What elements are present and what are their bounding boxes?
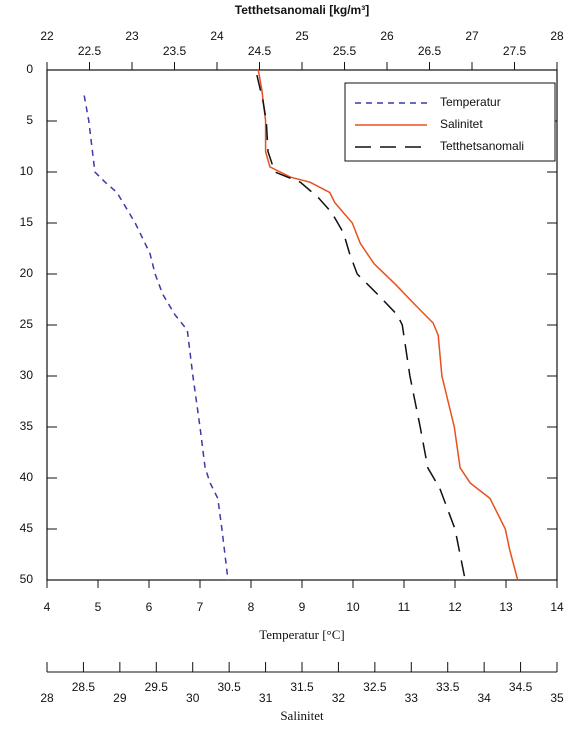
x-tick-label: 5 xyxy=(95,600,102,614)
salinity-tick-label: 34 xyxy=(477,691,491,705)
top-tick-label: 22.5 xyxy=(78,44,102,58)
y-tick-label: 40 xyxy=(20,470,34,484)
y-tick-label: 10 xyxy=(20,164,34,178)
salinity-tick-label: 29.5 xyxy=(145,680,169,694)
top-tick-label: 28 xyxy=(550,29,564,43)
salinity-tick-label: 31.5 xyxy=(290,680,314,694)
top-tick-label: 24 xyxy=(210,29,224,43)
salinity-tick-label: 28 xyxy=(40,691,54,705)
x-tick-label: 9 xyxy=(299,600,306,614)
y-tick-label: 25 xyxy=(20,317,34,331)
top-tick-label: 23.5 xyxy=(163,44,187,58)
legend-label: Temperatur xyxy=(440,95,501,109)
top-axis-title: Tetthetsanomali [kg/m³] xyxy=(235,3,369,17)
x-tick-label: 13 xyxy=(499,600,513,614)
y-tick-label: 45 xyxy=(20,521,34,535)
salinity-tick-label: 30.5 xyxy=(217,680,241,694)
salinity-tick-label: 31 xyxy=(259,691,273,705)
series-line xyxy=(256,74,466,581)
x-tick-label: 6 xyxy=(146,600,153,614)
salinity-tick-label: 29 xyxy=(113,691,127,705)
y-tick-label: 0 xyxy=(26,62,33,76)
top-tick-label: 27.5 xyxy=(503,44,527,58)
top-tick-label: 23 xyxy=(125,29,139,43)
x-tick-label: 12 xyxy=(448,600,462,614)
legend-label: Tetthetsanomali xyxy=(440,139,524,153)
y-tick-label: 15 xyxy=(20,215,34,229)
top-tick-label: 25.5 xyxy=(333,44,357,58)
x-tick-label: 10 xyxy=(346,600,360,614)
x-tick-label: 14 xyxy=(550,600,564,614)
top-tick-label: 27 xyxy=(465,29,479,43)
top-tick-label: 24.5 xyxy=(248,44,272,58)
y-tick-label: 50 xyxy=(20,572,34,586)
x-tick-label: 11 xyxy=(398,600,411,614)
y-tick-label: 5 xyxy=(26,113,33,127)
x-tick-label: 8 xyxy=(248,600,255,614)
legend-box xyxy=(344,82,556,162)
x-axis-title: Temperatur [°C] xyxy=(259,627,345,642)
legend-label: Salinitet xyxy=(440,117,483,131)
x-tick-label: 7 xyxy=(197,600,204,614)
salinity-tick-label: 33 xyxy=(405,691,419,705)
top-tick-label: 22 xyxy=(40,29,54,43)
salinity-axis-title: Salinitet xyxy=(280,708,324,723)
series-line xyxy=(257,69,519,581)
x-tick-label: 4 xyxy=(44,600,51,614)
y-tick-label: 35 xyxy=(20,419,34,433)
series-line xyxy=(83,95,229,581)
y-tick-label: 30 xyxy=(20,368,34,382)
salinity-tick-label: 28.5 xyxy=(72,680,96,694)
y-tick-label: 20 xyxy=(20,266,34,280)
salinity-tick-label: 33.5 xyxy=(436,680,460,694)
salinity-tick-label: 30 xyxy=(186,691,200,705)
top-tick-label: 25 xyxy=(295,29,309,43)
salinity-tick-label: 34.5 xyxy=(509,680,533,694)
top-tick-label: 26 xyxy=(380,29,394,43)
salinity-tick-label: 35 xyxy=(550,691,564,705)
salinity-tick-label: 32 xyxy=(332,691,346,705)
salinity-tick-label: 32.5 xyxy=(363,680,387,694)
top-tick-label: 26.5 xyxy=(418,44,442,58)
